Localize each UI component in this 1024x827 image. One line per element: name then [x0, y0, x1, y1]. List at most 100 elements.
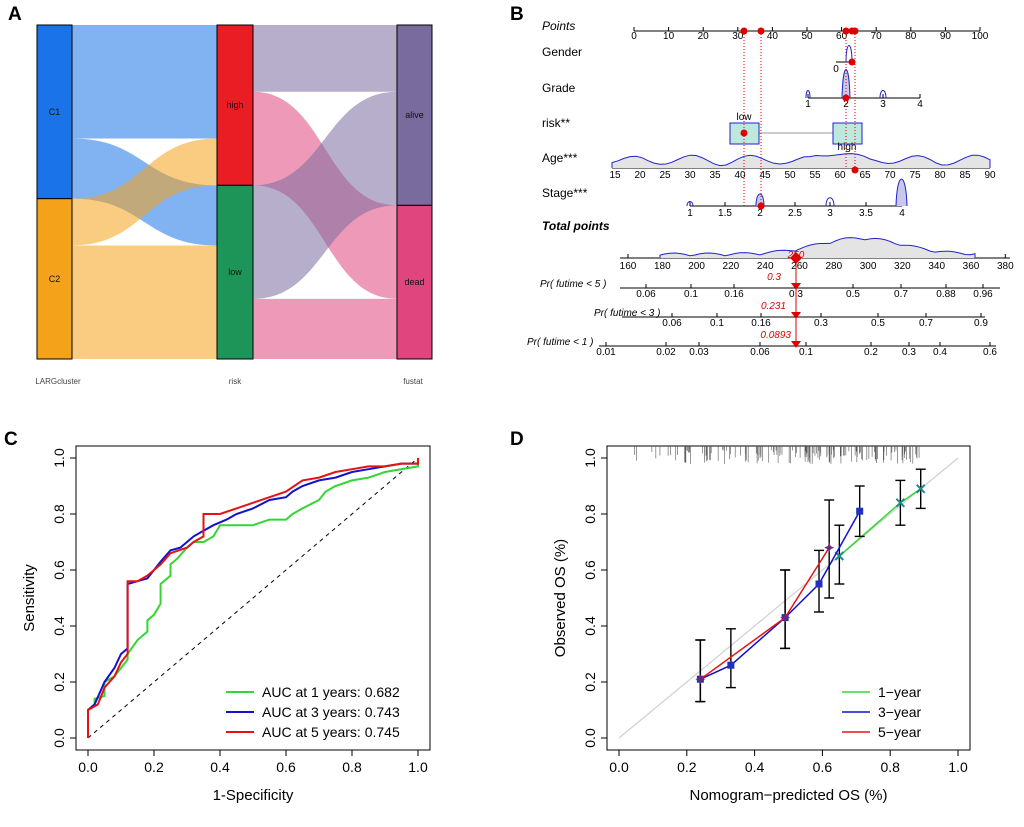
- roc-x-tick-label: 0.4: [210, 759, 230, 775]
- points-tick-label: 0: [631, 31, 637, 42]
- sankey-node: [36, 24, 73, 200]
- roc-chart: 0.0 0.2 0.4 0.6 0.8 1.0 0.0 0.2 0.4 0.6 0.8 1.0 1-Sp…: [21, 445, 431, 804]
- stage-tick-label: 2: [757, 208, 763, 219]
- pr1-tick-label: 0.6: [983, 347, 997, 358]
- stage-tick-label: 4: [899, 208, 905, 219]
- nomogram-row-label: Points: [542, 19, 575, 33]
- pr3-tick-label: 0.3: [814, 318, 828, 329]
- grade-density: [841, 69, 851, 99]
- points-tick-label: 100: [972, 31, 989, 42]
- pr1-tick-label: 0.3: [902, 347, 916, 358]
- risk-box-high: [832, 122, 863, 145]
- calib-y-tick-label: 0.4: [582, 616, 598, 636]
- age-tick-label: 25: [659, 170, 671, 181]
- pr3-tick-label: 0.9: [974, 318, 988, 329]
- sankey-node: [396, 24, 433, 206]
- nomogram-row-label: Age***: [542, 151, 578, 165]
- nomogram-row-label: Pr( futime < 5 ): [540, 279, 606, 290]
- pr5-tick-label: 0.06: [636, 289, 656, 300]
- roc-x-tick-label: 0.2: [144, 759, 164, 775]
- pr5-tick-label: 0.96: [973, 289, 993, 300]
- sankey-diagram: C1 C2 high low alive dead LARGcluster risk fusta…: [35, 24, 433, 386]
- panel-label-b: B: [510, 4, 524, 25]
- roc-y-tick-label: 0.6: [51, 560, 67, 580]
- sankey-flow: [253, 25, 397, 92]
- nomogram-point: [740, 129, 748, 137]
- age-tick-label: 15: [609, 170, 621, 181]
- pr1-tick-label: 0.03: [689, 347, 709, 358]
- pr3-tick-label: 0.5: [871, 318, 885, 329]
- total-density: [659, 237, 976, 258]
- age-tick-label: 30: [684, 170, 696, 181]
- total-tick-label: 300: [860, 261, 877, 272]
- prediction-value: 0.3: [767, 272, 781, 283]
- pr3-tick-label: 0.16: [751, 318, 771, 329]
- roc-y-tick-label: 0.0: [51, 728, 67, 748]
- grade-density: [879, 90, 887, 99]
- nomogram-point: [848, 58, 856, 66]
- pr5-tick-label: 0.5: [846, 289, 860, 300]
- sankey-axis-label: risk: [229, 377, 242, 386]
- calib-point: [780, 612, 791, 623]
- points-tick-label: 50: [801, 31, 813, 42]
- nomogram-point: [851, 27, 859, 35]
- calib-x-tick-label: 0.8: [880, 759, 900, 775]
- panel-label-d: D: [510, 429, 524, 450]
- roc-x-tick-label: 1.0: [408, 759, 428, 775]
- total-tick-label: 200: [688, 261, 705, 272]
- grade-density: [805, 90, 811, 99]
- calib-x-tick-label: 0.4: [745, 759, 765, 775]
- calib-y-tick-label: 0.6: [582, 560, 598, 580]
- calibration-chart: 0.0 0.2 0.4 0.6 0.8 1.0 0.0 0.2 0.4 0.6 0.8 1.0 Nomo…: [552, 445, 971, 804]
- points-tick-label: 40: [767, 31, 779, 42]
- roc-legend-label: AUC at 3 years: 0.743: [262, 704, 400, 720]
- total-tick-label: 260: [791, 261, 808, 272]
- stage-density: [895, 178, 908, 207]
- points-tick-label: 80: [905, 31, 917, 42]
- total-marker: [790, 252, 802, 264]
- nomogram-point: [842, 94, 850, 102]
- calib-x-tick-label: 0.0: [609, 759, 629, 775]
- sankey-node: [216, 24, 254, 186]
- calib-x-tick-label: 0.6: [813, 759, 833, 775]
- age-tick-label: 75: [909, 170, 921, 181]
- pr1-tick-label: 0.2: [864, 347, 878, 358]
- sankey-flow: [72, 245, 217, 359]
- points-tick-label: 30: [732, 31, 744, 42]
- total-tick-label: 240: [757, 261, 774, 272]
- calib-y-tick-label: 0.8: [582, 504, 598, 524]
- points-tick-label: 90: [940, 31, 952, 42]
- points-tick-label: 20: [698, 31, 710, 42]
- nomogram-row-label: Pr( futime < 1 ): [527, 337, 593, 348]
- risk-label-high: high: [838, 142, 857, 153]
- grade-tick-label: 4: [917, 99, 923, 110]
- calib-point: [856, 507, 864, 515]
- nomogram-row-label: Total points: [542, 219, 610, 233]
- pr3-tick-label: 0.1: [710, 318, 724, 329]
- calib-point: [695, 674, 706, 685]
- roc-diagonal: [87, 457, 419, 739]
- roc-y-label: Sensitivity: [21, 564, 38, 632]
- age-tick-label: 60: [834, 170, 846, 181]
- sankey-node: [216, 184, 254, 360]
- nomogram-row-label: Gender: [542, 45, 582, 59]
- pr5-tick-label: 0.88: [936, 289, 956, 300]
- calib-legend-label: 1−year: [878, 684, 922, 700]
- sankey-node-label: alive: [405, 110, 424, 120]
- calib-line-5yr: [699, 547, 830, 680]
- sankey-node-label: high: [226, 100, 243, 110]
- total-tick-label: 380: [997, 261, 1014, 272]
- age-tick-label: 90: [984, 170, 996, 181]
- prediction-marker: [791, 283, 801, 290]
- roc-legend-label: AUC at 1 years: 0.682: [262, 684, 400, 700]
- age-tick-label: 65: [859, 170, 871, 181]
- gender-density: [845, 45, 853, 63]
- calib-point: [916, 484, 926, 494]
- grade-tick-label: 2: [843, 99, 849, 110]
- prediction-marker: [791, 312, 801, 319]
- calib-point: [895, 498, 906, 508]
- calib-x-tick-label: 1.0: [948, 759, 968, 775]
- roc-line-5yr: [87, 458, 419, 738]
- nomogram-row-label: Stage***: [542, 186, 588, 200]
- calib-x-tick-label: 0.2: [677, 759, 697, 775]
